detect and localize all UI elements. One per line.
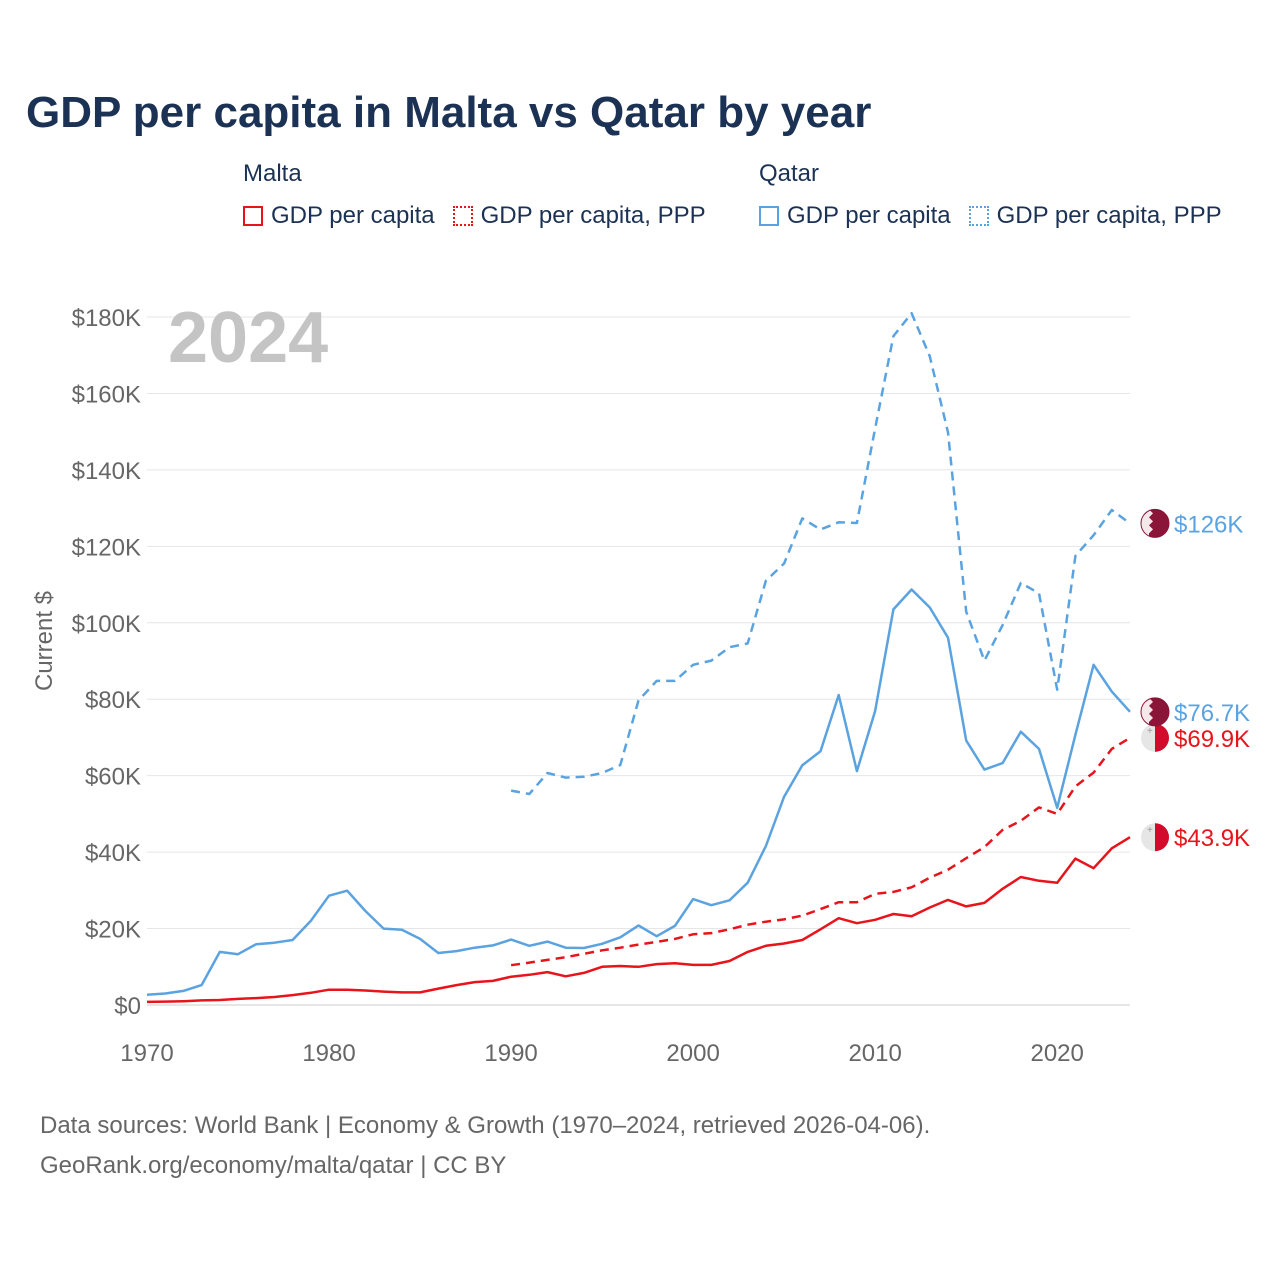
flag-red-half [1155,823,1169,852]
x-tick-label: 1990 [484,1040,537,1067]
flag-hoist [1141,697,1153,726]
legend-item-label: GDP per capita, PPP [996,202,1222,229]
flag-cross-icon: + [1147,726,1153,737]
legend-item-label: GDP per capita, PPP [480,202,706,229]
legend-item-malta-ppp[interactable]: GDP per capita, PPP [452,202,706,230]
end-value-label: $43.9K [1174,825,1250,852]
legend-swatch-dotted [968,206,989,226]
qatar-flag-icon [1140,508,1170,538]
malta-flag-icon: + [1141,823,1169,852]
source-note: Data sources: World Bank | Economy & Gro… [40,1106,930,1186]
legend-item-qatar-gdp[interactable]: GDP per capita [759,202,951,230]
year-badge: 2024 [168,298,328,378]
y-tick-label: $80K [85,687,141,714]
legend-malta: Malta GDP per capita GDP per capita, PPP [243,160,706,230]
y-tick-label: $120K [72,534,141,561]
qatar-gdp-line [146,588,1131,996]
y-axis-label: Current $ [31,591,58,691]
legend-group-label: Qatar [759,160,820,187]
y-tick-label: $0 [114,993,141,1020]
flag-rim [1140,508,1170,538]
x-tick-label: 2010 [848,1040,901,1067]
y-tick-label: $20K [85,917,141,944]
flag-red-half [1155,723,1169,752]
y-tick-label: $140K [72,458,141,485]
y-tick-label: $160K [72,381,141,408]
legend-item-label: GDP per capita [787,202,951,229]
flag-hoist [1141,509,1153,538]
x-tick-label: 1980 [302,1040,355,1067]
x-tick-label: 2000 [666,1040,719,1067]
source-line: Data sources: World Bank | Economy & Gro… [40,1112,931,1139]
legend-swatch-solid [243,206,263,226]
y-tick-label: $100K [72,611,141,638]
qatar-flag-icon [1140,697,1170,727]
end-value-label: $76.7K [1174,700,1250,727]
y-tick-label: $60K [85,764,141,791]
y-tick-label: $40K [85,840,141,867]
legend-group-label: Malta [243,160,302,187]
legend-item-qatar-ppp[interactable]: GDP per capita, PPP [968,202,1222,230]
legend-swatch-solid [759,206,779,226]
malta-ppp-line [510,736,1131,967]
flag-rim [1140,697,1170,727]
y-tick-label: $180K [72,305,141,332]
end-value-label: $126K [1174,511,1243,538]
flag-cross-icon: + [1147,825,1153,836]
legend-qatar: Qatar GDP per capita GDP per capita, PPP [759,160,1222,230]
qatar-ppp-line [510,311,1131,796]
x-tick-label: 2020 [1030,1040,1083,1067]
end-value-label: $69.9K [1174,726,1250,753]
x-tick-label: 1970 [120,1040,173,1067]
malta-gdp-line [146,836,1131,1004]
source-url: GeoRank.org/economy/malta/qatar | CC BY [40,1152,507,1179]
chart-title: GDP per capita in Malta vs Qatar by year [26,88,872,137]
legend-swatch-dotted [452,206,473,226]
legend-item-label: GDP per capita [271,202,435,229]
malta-flag-icon: + [1141,723,1169,752]
legend-item-malta-gdp[interactable]: GDP per capita [243,202,435,230]
